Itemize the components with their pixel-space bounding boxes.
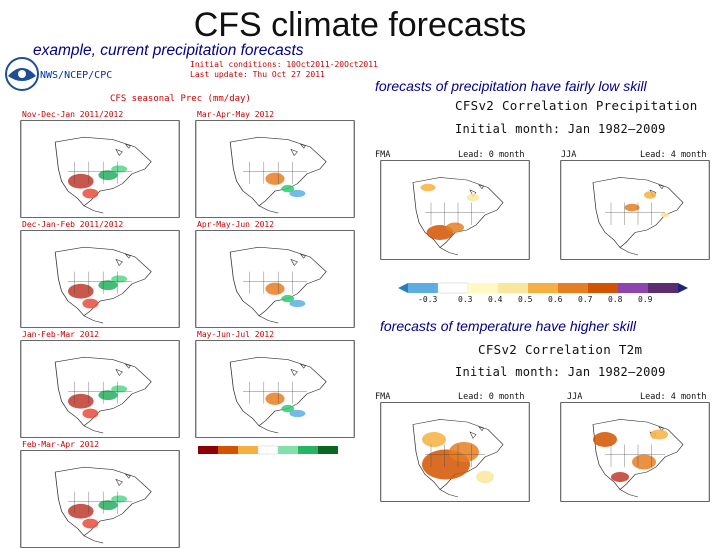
temp-left-season: FMA	[375, 392, 391, 402]
forecast-map	[20, 340, 180, 438]
temp-corr-title: CFSv2 Correlation T2m	[478, 342, 643, 357]
precip-colorbar	[398, 282, 688, 294]
colorbar-tick-label: 0.6	[548, 295, 563, 304]
forecast-colorbar	[198, 445, 338, 455]
colorbar-tick-label: 0.3	[458, 295, 473, 304]
colorbar-tick-label: 0.7	[578, 295, 593, 304]
slide-title: CFS climate forecasts	[193, 6, 527, 44]
temp-map-jja	[560, 402, 710, 502]
colorbar-tick-label: 0.8	[608, 295, 623, 304]
precip-left-season: FMA	[375, 150, 391, 160]
temp-corr-subtitle: Initial month: Jan 1982–2009	[455, 365, 666, 379]
colorbar-tick-label: 0.5	[518, 295, 533, 304]
colorbar-tick-label: 0.4	[488, 295, 503, 304]
precip-skill-note: forecasts of precipitation have fairly l…	[375, 78, 647, 94]
issued-line-1: Initial conditions: 10Oct2011-20Oct2011	[190, 60, 378, 69]
temp-left-lead: Lead: 0 month	[458, 392, 525, 402]
precip-map-jja	[560, 160, 710, 260]
forecast-map	[20, 120, 180, 218]
forecast-panel-label: Jan-Feb-Mar 2012	[22, 330, 100, 339]
seasonal-label: CFS seasonal Prec (mm/day)	[110, 94, 251, 104]
noaa-logo-icon	[5, 57, 39, 91]
forecast-panel-label: Dec-Jan-Feb 2011/2012	[22, 220, 124, 229]
precip-right-lead: Lead: 4 month	[640, 150, 707, 160]
precip-corr-subtitle: Initial month: Jan 1982–2009	[455, 122, 666, 136]
issued-info: Initial conditions: 10Oct2011-20Oct2011 …	[190, 60, 378, 80]
precip-map-fma	[380, 160, 530, 260]
precip-left-lead: Lead: 0 month	[458, 150, 525, 160]
temp-right-season: JJA	[567, 392, 583, 402]
slide-subtitle: example, current precipitation forecasts	[33, 42, 304, 59]
colorbar-tick-label: 0.9	[638, 295, 653, 304]
forecast-map	[195, 120, 355, 218]
forecast-map	[195, 230, 355, 328]
forecast-panel-label: Nov-Dec-Jan 2011/2012	[22, 110, 124, 119]
forecast-panel-label: May-Jun-Jul 2012	[197, 330, 275, 339]
temp-map-fma	[380, 402, 530, 502]
temp-right-lead: Lead: 4 month	[640, 392, 707, 402]
forecast-map	[195, 340, 355, 438]
forecast-panel-label: Mar-Apr-May 2012	[197, 110, 275, 119]
forecast-map	[20, 450, 180, 548]
precip-right-season: JJA	[561, 150, 577, 160]
colorbar-tick-label: -0.3	[418, 295, 438, 304]
forecast-panel-label: Feb-Mar-Apr 2012	[22, 440, 100, 449]
forecast-map	[20, 230, 180, 328]
precip-corr-title: CFSv2 Correlation Precipitation	[455, 98, 698, 113]
issued-line-2: Last update: Thu Oct 27 2011	[190, 70, 325, 79]
temp-skill-note: forecasts of temperature have higher ski…	[380, 318, 637, 334]
agency-label: NWS/NCEP/CPC	[40, 70, 113, 81]
forecast-panel-label: Apr-May-Jun 2012	[197, 220, 275, 229]
